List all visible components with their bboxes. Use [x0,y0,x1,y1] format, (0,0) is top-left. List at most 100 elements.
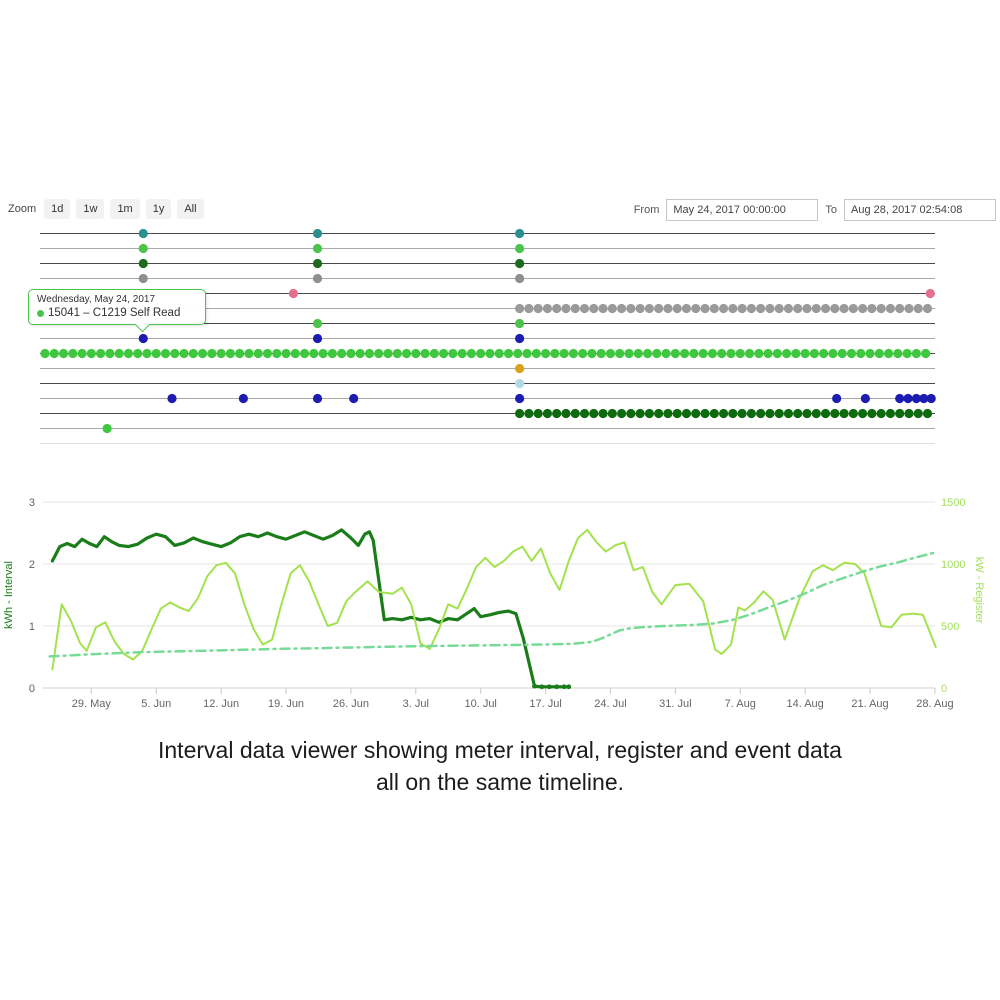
event-dot[interactable] [893,348,903,359]
event-dot[interactable] [533,408,543,419]
event-dot[interactable] [40,348,50,359]
event-dot[interactable] [349,393,359,404]
event-dot[interactable] [848,303,858,314]
event-dot[interactable] [272,348,282,359]
event-dot[interactable] [921,348,931,359]
event-dot[interactable] [188,348,198,359]
event-dot[interactable] [772,348,782,359]
event-dot[interactable] [86,348,96,359]
event-dot[interactable] [652,348,662,359]
event-dot[interactable] [615,348,625,359]
event-dot[interactable] [809,348,820,359]
event-dot[interactable] [876,408,886,419]
event-dot[interactable] [756,303,766,314]
event-dot[interactable] [691,408,701,419]
event-dot[interactable] [925,288,935,299]
event-dot[interactable] [763,348,773,359]
event-dot[interactable] [709,303,719,314]
event-dot[interactable] [728,303,738,314]
event-dot[interactable] [644,303,655,314]
event-dot[interactable] [828,348,838,359]
event-dot[interactable] [238,393,248,404]
event-dot[interactable] [820,303,831,314]
event-dot[interactable] [765,408,775,419]
event-dot[interactable] [503,348,514,359]
event-dot[interactable] [830,408,840,419]
event-dot[interactable] [832,393,842,404]
event-dot[interactable] [616,303,627,314]
event-dot[interactable] [904,303,914,314]
interval-register-plot[interactable]: 0 1 2 3 0 500 1000 1500 29. May 5. Jun 12. Jun 19. … [0,490,1000,725]
event-dot[interactable] [299,348,310,359]
event-dot[interactable] [197,348,208,359]
event-dot[interactable] [485,348,495,359]
event-dot[interactable] [401,348,412,359]
event-dot[interactable] [318,348,328,359]
event-dot[interactable] [756,408,766,419]
event-dot[interactable] [911,348,921,359]
event-dot[interactable] [791,348,801,359]
event-dot[interactable] [654,303,664,314]
event-dot[interactable] [515,228,525,239]
event-dot[interactable] [904,408,914,419]
event-dot[interactable] [802,303,812,314]
event-dot[interactable] [626,408,636,419]
event-dot[interactable] [626,303,636,314]
event-dot[interactable] [663,303,673,314]
zoom-all-button[interactable]: All [177,199,204,219]
event-dot[interactable] [691,303,701,314]
event-dot[interactable] [605,348,616,359]
event-dot[interactable] [207,348,217,359]
event-dot[interactable] [709,408,719,419]
event-dot[interactable] [513,348,523,359]
event-dot[interactable] [885,408,896,419]
event-dot[interactable] [858,303,868,314]
event-dot[interactable] [793,408,803,419]
event-dot[interactable] [448,348,458,359]
event-dot[interactable] [570,408,580,419]
event-dot[interactable] [689,348,699,359]
event-dot[interactable] [515,273,525,284]
event-dot[interactable] [728,408,738,419]
event-dot[interactable] [654,408,664,419]
event-dot[interactable] [802,408,812,419]
event-dot[interactable] [596,348,606,359]
event-dot[interactable] [138,243,148,254]
event-dot[interactable] [589,408,599,419]
event-dot[interactable] [179,348,189,359]
event-dot[interactable] [568,348,578,359]
event-dot[interactable] [846,348,857,359]
event-dot[interactable] [587,348,597,359]
event-dot[interactable] [151,348,161,359]
event-dot[interactable] [540,348,551,359]
event-dot[interactable] [800,348,810,359]
event-dot[interactable] [253,348,263,359]
event-dot[interactable] [839,303,849,314]
event-dot[interactable] [542,303,553,314]
event-dot[interactable] [494,348,504,359]
from-date-input[interactable] [666,199,819,221]
event-dot[interactable] [819,348,829,359]
event-dot[interactable] [661,348,671,359]
event-dot[interactable] [570,303,580,314]
event-dot[interactable] [559,348,569,359]
zoom-1m-button[interactable]: 1m [110,199,140,219]
event-dot[interactable] [457,348,467,359]
event-dot[interactable] [793,303,803,314]
event-dot[interactable] [737,408,747,419]
event-dot[interactable] [616,408,627,419]
event-dot[interactable] [746,303,756,314]
event-dot[interactable] [700,408,710,419]
event-dot[interactable] [895,303,905,314]
event-dot[interactable] [680,348,690,359]
event-dot[interactable] [420,348,430,359]
event-dot[interactable] [466,348,477,359]
event-dot[interactable] [138,333,148,344]
event-dot[interactable] [895,408,905,419]
event-dot[interactable] [364,348,375,359]
event-dot[interactable] [860,393,870,404]
event-dot[interactable] [281,348,291,359]
event-dot[interactable] [312,243,323,254]
event-dot[interactable] [782,348,792,359]
event-dot[interactable] [717,348,727,359]
